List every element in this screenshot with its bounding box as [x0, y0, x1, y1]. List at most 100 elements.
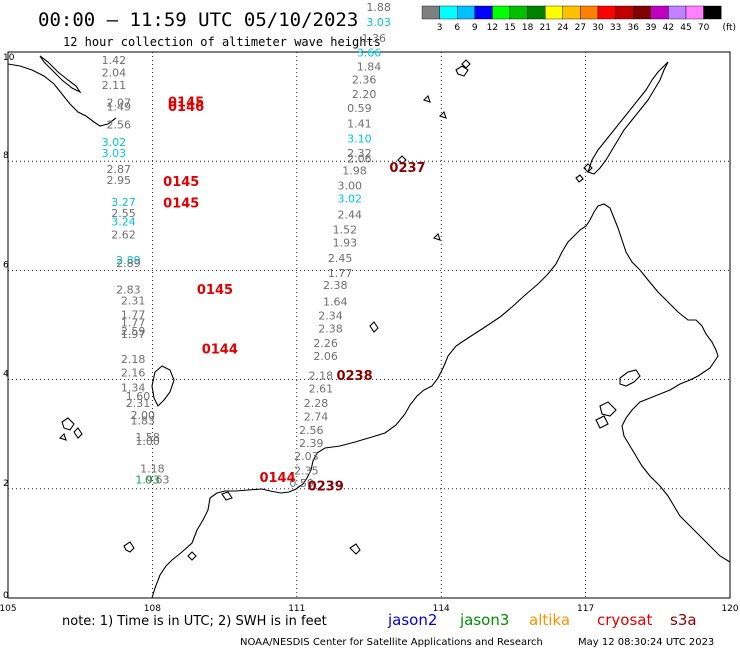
pass-time-label: 0238	[336, 369, 372, 384]
colorbar-legend: 3 6 9 12 15 18 21 24 27 30 33 36 39 42 45 70 (ft)	[421, 5, 736, 33]
wave-height-value: 2.44	[337, 209, 362, 222]
wave-height-value: 2.11	[102, 79, 127, 92]
wave-height-value: 2.31	[126, 397, 151, 410]
wave-height-value: 1.93	[333, 236, 358, 249]
wave-height-value: 1.58	[135, 431, 160, 444]
wave-height-value: 1.77	[121, 317, 146, 330]
pass-time-label: 0144	[259, 471, 295, 486]
axis-tick-labels: 105 108 111 114 117 120 0 2 4 6 8 10	[0, 53, 739, 614]
vietnam-coastline	[7, 55, 117, 127]
pass-time-label: 0239	[308, 479, 344, 494]
pass-time-label: 0145	[197, 283, 233, 298]
footer-credit: NOAA/NESDIS Center for Satellite Applica…	[240, 637, 543, 648]
y-tick-label: 6	[3, 260, 9, 270]
colorbar-tick-label: 12	[487, 23, 498, 33]
satellite-label: s3a	[670, 611, 697, 629]
wave-height-value: 0.63	[145, 473, 170, 486]
colorbar-tick-label: 21	[539, 23, 550, 33]
wave-height-value: 2.16	[121, 366, 146, 379]
wave-height-value: 2.89	[116, 257, 141, 270]
wave-height-value: 3.66	[357, 46, 382, 59]
pass-time-label: 0145	[168, 96, 204, 111]
wave-height-value: 2.83	[116, 283, 141, 296]
y-tick-label: 4	[3, 370, 9, 380]
tambelan-islands	[123, 541, 361, 555]
pass-time-label: 0145	[163, 197, 199, 212]
satellite-legend: jason2 jason3 altika cryosat s3a	[387, 611, 697, 629]
wave-height-value: 2.95	[106, 174, 131, 187]
colorbar-tick-label: 33	[610, 23, 621, 33]
colorbar-swatch	[633, 5, 652, 20]
wave-height-value: 1.52	[333, 223, 358, 236]
wave-height-value: 0.59	[347, 102, 372, 115]
wave-height-value: 2.56	[106, 118, 131, 131]
wave-height-value: 2.06	[313, 350, 338, 363]
satellite-label: jason2	[387, 611, 437, 629]
wave-height-value: 2.03	[294, 450, 319, 463]
x-tick-label: 120	[721, 604, 738, 614]
wave-height-value: 2.20	[352, 88, 377, 101]
y-tick-label: 10	[3, 53, 15, 63]
wave-height-value: 1.97	[121, 328, 146, 341]
wave-height-value: 2.34	[318, 310, 343, 323]
wave-height-value: 1.83	[131, 414, 156, 427]
wave-height-value: 2.35	[294, 465, 319, 478]
colorbar-swatch	[562, 5, 581, 20]
wave-height-value: 3.03	[102, 147, 127, 160]
colorbar-tick-label: 30	[592, 23, 604, 33]
wave-height-value: 1.93	[135, 473, 160, 486]
footer-generated: May 12 08:30:24 UTC 2023	[578, 637, 714, 648]
wave-height-value: 2.00	[131, 409, 156, 422]
colorbar-swatch	[421, 5, 440, 20]
wave-height-value: 1.64	[323, 295, 348, 308]
wave-height-value: 3.02	[102, 136, 127, 149]
wave-height-value: 2.31	[121, 294, 146, 307]
wave-height-value: 2.36	[352, 74, 377, 87]
wave-height-observations: 1.422.042.112.071.492.563.023.032.872.95…	[102, 1, 391, 490]
colorbar-swatch	[650, 5, 669, 20]
natuna-islands	[151, 365, 175, 407]
sabah-coast	[619, 369, 641, 387]
con-dao-islands	[455, 59, 471, 77]
colorbar-swatch	[580, 5, 599, 20]
wave-height-value: 0.59	[289, 477, 314, 490]
borneo-coastline	[151, 203, 731, 599]
colorbar-swatch	[703, 5, 722, 20]
wave-height-value: 2.45	[328, 252, 353, 265]
footer-note: note: 1) Time is in UTC; 2) SWH is in fe…	[62, 614, 327, 629]
wave-height-value: 2.18	[309, 370, 334, 383]
wave-height-value: 2.87	[106, 163, 131, 176]
wave-height-value: 1.60	[126, 390, 151, 403]
wave-height-value: 3.02	[337, 193, 362, 206]
y-tick-label: 0	[3, 591, 9, 601]
wave-height-value: 2.74	[304, 411, 329, 424]
wave-height-value: 2.07	[106, 97, 131, 110]
lat-lon-grid	[8, 52, 730, 598]
wave-height-value: 1.88	[366, 1, 391, 14]
colorbar-swatch	[615, 5, 634, 20]
satellite-label: jason3	[459, 611, 509, 629]
colorbar-swatch	[474, 5, 493, 20]
wave-height-value: 2.38	[323, 279, 348, 292]
x-tick-label: 117	[577, 604, 594, 614]
colorbar-swatch	[527, 5, 546, 20]
wave-height-value: 1.00	[135, 435, 160, 448]
balabac-islets	[575, 163, 593, 183]
wave-height-value: 3.00	[337, 180, 362, 193]
wave-height-value: 1.84	[357, 61, 382, 74]
wave-height-value: 1.77	[328, 267, 353, 280]
wave-height-value: 3.03	[366, 16, 391, 29]
wave-height-value: 3.27	[111, 196, 136, 209]
wave-height-value: 1.49	[106, 100, 131, 113]
y-tick-label: 8	[3, 151, 9, 161]
colorbar-unit: (ft)	[722, 23, 736, 33]
colorbar-tick-label: 39	[645, 23, 657, 33]
wave-height-value: 1.98	[342, 164, 367, 177]
wave-height-value: 3.10	[347, 133, 372, 146]
wave-height-value: 2.04	[102, 67, 127, 80]
reef-islets	[369, 94, 447, 333]
colorbar-tick-label: 42	[663, 23, 674, 33]
wave-height-value: 1.34	[121, 382, 146, 395]
